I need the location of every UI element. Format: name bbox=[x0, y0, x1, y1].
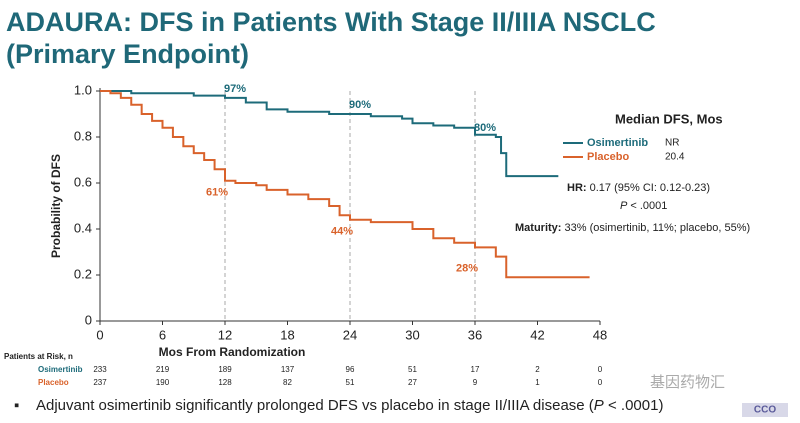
bullet-end: < .0001) bbox=[604, 397, 664, 414]
bullet-marker: ▪ bbox=[14, 397, 19, 414]
logo: CCO bbox=[754, 405, 776, 416]
landmark-label: 97% bbox=[224, 83, 246, 95]
y-tick-label: 0.2 bbox=[74, 266, 92, 281]
hr-value: 0.17 (95% CI: 0.12-0.23) bbox=[587, 182, 711, 194]
hr-label: HR: bbox=[567, 182, 587, 194]
x-tick-label: 30 bbox=[405, 327, 419, 342]
bullet-body: Adjuvant osimertinib significantly prolo… bbox=[36, 397, 594, 414]
legend-label: Osimertinib bbox=[587, 137, 648, 149]
at-risk-count: 51 bbox=[408, 365, 417, 374]
km-curve bbox=[100, 90, 559, 178]
at-risk-count: 0 bbox=[598, 378, 603, 387]
y-tick-label: 0.8 bbox=[74, 128, 92, 143]
at-risk-count: 233 bbox=[93, 365, 107, 374]
legend-title: Median DFS, Mos bbox=[615, 111, 723, 126]
at-risk-count: 9 bbox=[473, 378, 478, 387]
at-risk-count: 137 bbox=[281, 365, 295, 374]
watermark: 基因药物汇 bbox=[650, 374, 725, 391]
at-risk-count: 0 bbox=[598, 365, 603, 374]
p-letter: P bbox=[620, 200, 628, 212]
legend-median: 20.4 bbox=[665, 152, 685, 163]
title-line: (Primary Endpoint) bbox=[6, 39, 249, 69]
at-risk-count: 189 bbox=[218, 365, 232, 374]
at-risk-count: 219 bbox=[156, 365, 170, 374]
x-axis-label: Mos From Randomization bbox=[159, 345, 306, 359]
logo-box bbox=[742, 403, 788, 417]
at-risk-count: 237 bbox=[93, 378, 107, 387]
x-tick-label: 0 bbox=[96, 327, 103, 342]
bullet-p: P bbox=[594, 397, 604, 414]
landmark-label: 90% bbox=[349, 99, 371, 111]
y-tick-label: 0.6 bbox=[74, 174, 92, 189]
x-tick-label: 18 bbox=[280, 327, 294, 342]
landmark-label: 28% bbox=[456, 263, 478, 275]
x-tick-label: 48 bbox=[593, 327, 607, 342]
x-tick-label: 12 bbox=[218, 327, 232, 342]
x-tick-label: 42 bbox=[530, 327, 544, 342]
at-risk-count: 1 bbox=[535, 378, 540, 387]
at-risk-count: 17 bbox=[471, 365, 480, 374]
legend-median: NR bbox=[665, 138, 679, 149]
at-risk-count: 128 bbox=[218, 378, 232, 387]
landmark-label: 61% bbox=[206, 187, 228, 199]
x-tick-label: 36 bbox=[468, 327, 482, 342]
at-risk-count: 51 bbox=[346, 378, 355, 387]
maturity-label: Maturity: bbox=[515, 222, 561, 234]
at-risk-count: 2 bbox=[535, 365, 540, 374]
at-risk-count: 27 bbox=[408, 378, 417, 387]
y-tick-label: 0.4 bbox=[74, 220, 92, 235]
p-text: P < .0001 bbox=[620, 200, 667, 212]
title-line: ADAURA: DFS in Patients With Stage II/II… bbox=[6, 7, 656, 37]
at-risk-count: 190 bbox=[156, 378, 170, 387]
y-axis-label: Probability of DFS bbox=[49, 154, 63, 258]
at-risk-name: Placebo bbox=[38, 378, 69, 387]
hr-text: HR: 0.17 (95% CI: 0.12-0.23) bbox=[567, 182, 710, 194]
at-risk-title: Patients at Risk, n bbox=[4, 352, 73, 361]
landmark-label: 80% bbox=[474, 122, 496, 134]
p-value: < .0001 bbox=[627, 200, 667, 212]
y-tick-label: 1.0 bbox=[74, 82, 92, 97]
legend-label: Placebo bbox=[587, 151, 629, 163]
at-risk-count: 96 bbox=[346, 365, 355, 374]
at-risk-count: 82 bbox=[283, 378, 292, 387]
bullet-text: Adjuvant osimertinib significantly prolo… bbox=[36, 397, 663, 414]
at-risk-name: Osimertinib bbox=[38, 365, 83, 374]
maturity-value: 33% (osimertinib, 11%; placebo, 55%) bbox=[561, 222, 750, 234]
y-tick-label: 0 bbox=[85, 312, 92, 327]
km-curve bbox=[100, 90, 590, 279]
landmark-label: 44% bbox=[331, 226, 353, 238]
x-tick-label: 24 bbox=[343, 327, 357, 342]
x-tick-label: 6 bbox=[159, 327, 166, 342]
maturity-text: Maturity: 33% (osimertinib, 11%; placebo… bbox=[515, 222, 750, 234]
